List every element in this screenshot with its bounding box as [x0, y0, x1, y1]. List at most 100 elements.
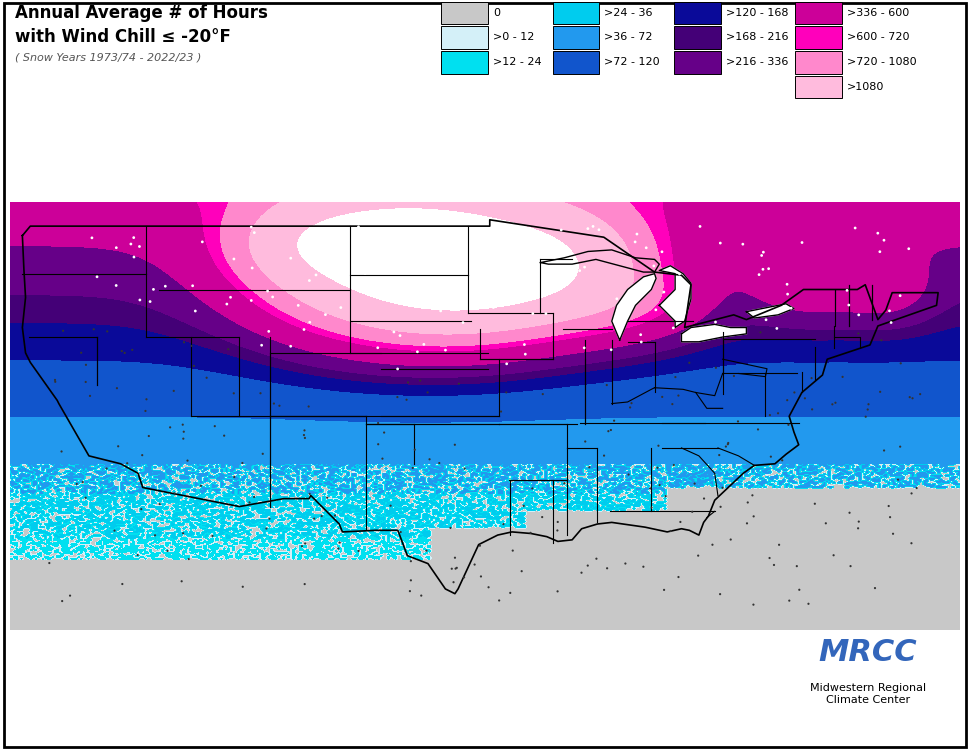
Point — [565, 272, 580, 284]
Point — [881, 304, 896, 316]
Point — [55, 325, 71, 337]
Point — [432, 305, 448, 317]
Point — [579, 223, 595, 235]
Point — [78, 376, 93, 388]
Text: >720 - 1080: >720 - 1080 — [846, 57, 916, 68]
Point — [234, 580, 250, 592]
Point — [883, 316, 898, 328]
Point — [576, 342, 591, 354]
Point — [330, 542, 346, 554]
Point — [109, 280, 124, 292]
Point — [454, 316, 470, 328]
Point — [516, 500, 531, 512]
Point — [903, 488, 919, 500]
Point — [711, 588, 727, 600]
Point — [901, 392, 917, 404]
Point — [842, 560, 858, 572]
Point — [857, 411, 872, 423]
Point — [596, 449, 611, 461]
Point — [199, 372, 214, 384]
Point — [187, 305, 203, 317]
Point — [684, 506, 700, 518]
Point — [653, 246, 669, 258]
Point — [193, 480, 208, 492]
Point — [176, 336, 192, 348]
Point — [297, 432, 312, 444]
Point — [827, 397, 842, 409]
Point — [668, 310, 683, 322]
Point — [351, 220, 366, 232]
Point — [107, 524, 122, 536]
Point — [866, 582, 882, 594]
Point — [786, 386, 801, 398]
Point — [791, 584, 806, 596]
Point — [241, 496, 257, 508]
Point — [600, 425, 615, 437]
Point — [109, 242, 124, 254]
Point — [745, 598, 761, 610]
Point — [446, 576, 461, 588]
Point — [300, 400, 316, 412]
Point — [54, 595, 70, 607]
Point — [824, 398, 839, 410]
Point — [726, 370, 741, 382]
Point — [117, 347, 133, 359]
Point — [537, 265, 552, 277]
Point — [78, 358, 94, 370]
Point — [841, 507, 857, 519]
Point — [780, 419, 796, 430]
Point — [266, 398, 281, 410]
Point — [667, 371, 682, 383]
Point — [650, 440, 666, 452]
Point — [500, 298, 516, 310]
Point — [173, 575, 189, 587]
Point — [623, 398, 639, 410]
Point — [126, 251, 141, 263]
Point — [850, 515, 865, 527]
Point — [327, 509, 342, 521]
Point — [904, 392, 920, 404]
Point — [638, 242, 653, 254]
Point — [720, 437, 735, 449]
Point — [760, 262, 775, 274]
Point — [609, 292, 624, 304]
Point — [749, 424, 765, 436]
Point — [86, 323, 102, 335]
Point — [712, 501, 728, 513]
Point — [875, 234, 891, 246]
Point — [109, 382, 125, 394]
Point — [912, 388, 927, 400]
Point — [803, 372, 819, 384]
Point — [892, 357, 908, 369]
Point — [290, 299, 305, 311]
Point — [825, 549, 840, 561]
Point — [794, 236, 809, 248]
Point — [770, 538, 786, 550]
Point — [244, 262, 260, 274]
Point — [656, 584, 672, 596]
Point — [416, 338, 431, 350]
Point — [62, 590, 78, 602]
Point — [386, 326, 401, 338]
Point — [174, 419, 190, 430]
Polygon shape — [681, 324, 746, 342]
Point — [657, 490, 672, 502]
Point — [409, 346, 424, 358]
Point — [669, 287, 684, 299]
Point — [873, 334, 889, 346]
Point — [485, 302, 501, 313]
Point — [834, 370, 850, 382]
Point — [666, 459, 681, 471]
Point — [498, 386, 514, 398]
Point — [407, 444, 422, 456]
Point — [622, 401, 638, 413]
Point — [649, 462, 665, 474]
Point — [875, 445, 891, 457]
Point — [283, 252, 298, 264]
Point — [647, 304, 663, 316]
Point — [522, 526, 538, 538]
Point — [400, 278, 416, 290]
Point — [495, 518, 511, 530]
Point — [283, 340, 298, 352]
Point — [722, 533, 737, 545]
